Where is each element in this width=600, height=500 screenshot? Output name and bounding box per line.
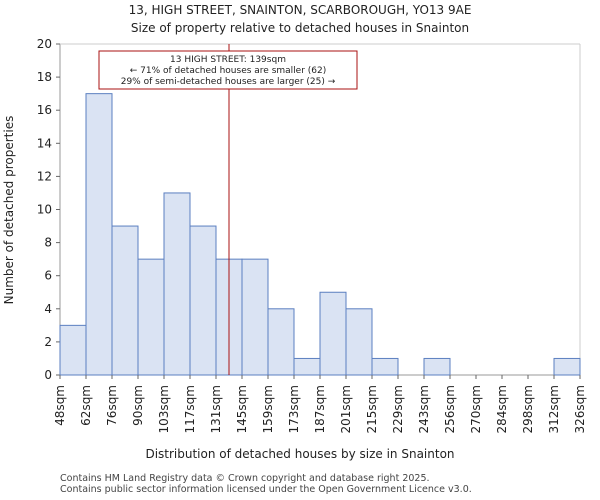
x-tick-label: 76sqm	[105, 385, 119, 426]
x-tick-label: 103sqm	[157, 385, 171, 433]
footer-line-1: Contains HM Land Registry data © Crown c…	[60, 473, 430, 484]
x-tick-label: 159sqm	[261, 385, 275, 433]
x-tick-label: 215sqm	[365, 385, 379, 433]
y-tick-label: 6	[44, 269, 52, 283]
bar	[267, 308, 295, 376]
bar	[85, 93, 113, 376]
bar	[553, 357, 581, 376]
footer-line-2: Contains public sector information licen…	[60, 484, 472, 495]
y-tick-label: 20	[37, 37, 52, 51]
x-tick-label: 270sqm	[469, 385, 483, 433]
chart-title-line1: 13, HIGH STREET, SNAINTON, SCARBOROUGH, …	[129, 3, 472, 17]
y-tick-label: 4	[44, 302, 52, 316]
annotation-text: ← 71% of detached houses are smaller (62…	[130, 66, 327, 76]
bar	[319, 291, 347, 376]
bar	[59, 324, 87, 376]
x-tick-label: 326sqm	[573, 385, 587, 433]
x-axis-label: Distribution of detached houses by size …	[145, 447, 454, 461]
x-tick-label: 298sqm	[521, 385, 535, 433]
y-tick-label: 0	[44, 368, 52, 382]
bar	[163, 192, 191, 376]
annotation-text: 13 HIGH STREET: 139sqm	[170, 55, 286, 65]
bar	[293, 357, 321, 376]
bar	[371, 357, 399, 376]
x-tick-label: 173sqm	[287, 385, 301, 433]
x-tick-label: 243sqm	[417, 385, 431, 433]
annotation-box	[98, 50, 358, 90]
bar	[111, 225, 139, 376]
x-tick-label: 117sqm	[183, 385, 197, 433]
x-tick-label: 229sqm	[391, 385, 405, 433]
bar	[423, 357, 451, 376]
x-tick-label: 256sqm	[443, 385, 457, 433]
x-tick-label: 145sqm	[235, 385, 249, 433]
x-tick-label: 48sqm	[53, 385, 67, 426]
y-tick-label: 2	[44, 335, 52, 349]
x-tick-label: 284sqm	[495, 385, 509, 433]
y-tick-label: 18	[37, 70, 52, 84]
x-tick-label: 187sqm	[313, 385, 327, 433]
bar	[241, 258, 269, 376]
x-tick-label: 62sqm	[79, 385, 93, 426]
y-tick-label: 16	[37, 103, 52, 117]
y-tick-label: 10	[37, 203, 52, 217]
annotation-text: 29% of semi-detached houses are larger (…	[121, 77, 336, 87]
x-tick-label: 90sqm	[131, 385, 145, 426]
bar	[189, 225, 217, 376]
x-tick-label: 312sqm	[547, 385, 561, 433]
y-axis-label: Number of detached properties	[2, 116, 16, 305]
bar	[137, 258, 165, 376]
x-tick-label: 131sqm	[209, 385, 223, 433]
y-tick-label: 8	[44, 236, 52, 250]
x-tick-label: 201sqm	[339, 385, 353, 433]
y-tick-label: 14	[37, 136, 52, 150]
chart-title-line2: Size of property relative to detached ho…	[131, 21, 469, 35]
y-tick-label: 12	[37, 169, 52, 183]
bar	[345, 308, 373, 376]
